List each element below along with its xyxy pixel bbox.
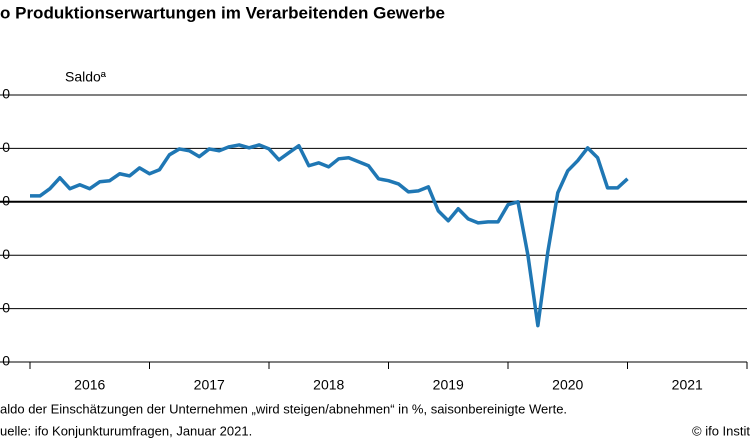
y-axis-label: Saldoª (65, 69, 107, 85)
copyright: © ifo Instit (692, 423, 750, 438)
line-series (30, 143, 629, 328)
footnote: aldo der Einschätzungen der Unternehmen … (0, 401, 567, 416)
y-tick-label: 0 (2, 86, 10, 102)
source: uelle: ifo Konjunkturumfragen, Januar 20… (0, 423, 252, 438)
x-tick-label: 2020 (552, 377, 583, 393)
x-tick-label: 2018 (313, 377, 344, 393)
x-tick-label: 2021 (672, 377, 703, 393)
y-tick-label: 0 (2, 193, 10, 209)
y-tick-label: 0 (2, 353, 10, 369)
x-tick-label: 2019 (433, 377, 464, 393)
chart-title: o Produktionserwartungen im Verarbeitend… (0, 3, 445, 22)
y-tick-label: 0 (2, 299, 10, 315)
y-tick-label: 0 (2, 139, 10, 155)
x-tick-label: 2016 (74, 377, 105, 393)
x-tick-label: 2017 (194, 377, 225, 393)
y-tick-label: 0 (2, 246, 10, 262)
